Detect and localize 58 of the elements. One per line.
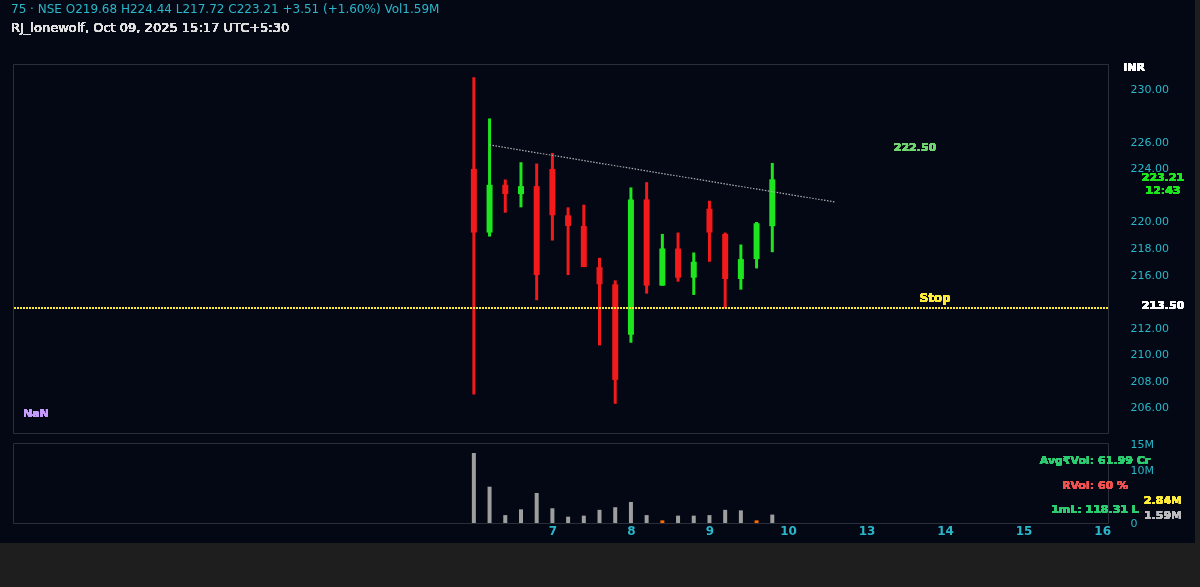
candlestick [502,179,509,213]
candlestick [565,207,572,277]
bar [738,510,743,523]
bar [628,501,633,523]
y-tick-label: 15M [1130,437,1154,451]
x-tick-label: 14 [937,523,954,538]
bar [487,486,492,523]
text: 213.50 [1141,299,1185,312]
x-tick-label: 15 [1015,523,1033,538]
bar [518,509,523,523]
y-tick-label: 212.00 [1130,321,1169,335]
y-tick-label: 226.00 [1130,135,1169,149]
text: 2.84M [1143,494,1183,507]
x-tick-label: 16 [1094,523,1111,538]
y-tick-label: 220.00 [1130,215,1169,229]
x-tick-label: 7 [548,523,558,538]
y-tick-label: 210.00 [1130,348,1169,362]
bar [660,520,665,523]
candlestick [596,256,603,346]
annotation: RVol: 60 % [1061,479,1129,492]
bar [723,509,728,523]
bar [471,453,476,523]
bar [644,515,649,523]
x-tick-label: 9 [705,523,715,538]
annotation: 222.50 [893,141,937,154]
candlestick [517,162,524,208]
text: NaN [23,407,49,420]
bar [770,514,775,523]
y-tick-label: 230.00 [1130,82,1169,96]
bar [581,515,586,523]
bar [503,515,508,523]
ref-line-label: Stop [919,291,951,306]
bar [534,493,539,523]
candlestick [737,244,744,290]
bar [613,507,618,523]
x-tick-label: 10 [780,523,797,538]
bar [691,515,696,523]
bar [597,509,602,523]
text: 12:43 [1145,184,1181,197]
y-tick-label: 218.00 [1130,242,1169,255]
text: 75 · NSE O219.68 H224.44 L217.72 C223.21 +3.51 (+1.60%) Vol1.59M [11,2,440,16]
x-tick-label: 13 [858,523,876,538]
y-tick-label: 0 [1130,516,1138,530]
x-tick-label: 8 [627,523,636,538]
y-tick-label: 216.00 [1130,268,1169,282]
candlestick [706,200,713,262]
bar [676,515,681,523]
text: RJ_lonewolf, Oct 09, 2025 15:17 UTC+5:30 [11,20,290,35]
text: 1.59M [1143,509,1183,522]
bar [566,516,571,523]
y-tick-label: 208.00 [1130,374,1169,388]
bar [707,515,712,523]
annotation: 1mL: 118.31 L [1051,503,1139,516]
bar [754,520,759,523]
bar [550,508,555,523]
text: INR [1123,61,1146,74]
y-tick-label: 206.00 [1130,401,1169,415]
candlestick [690,252,697,295]
